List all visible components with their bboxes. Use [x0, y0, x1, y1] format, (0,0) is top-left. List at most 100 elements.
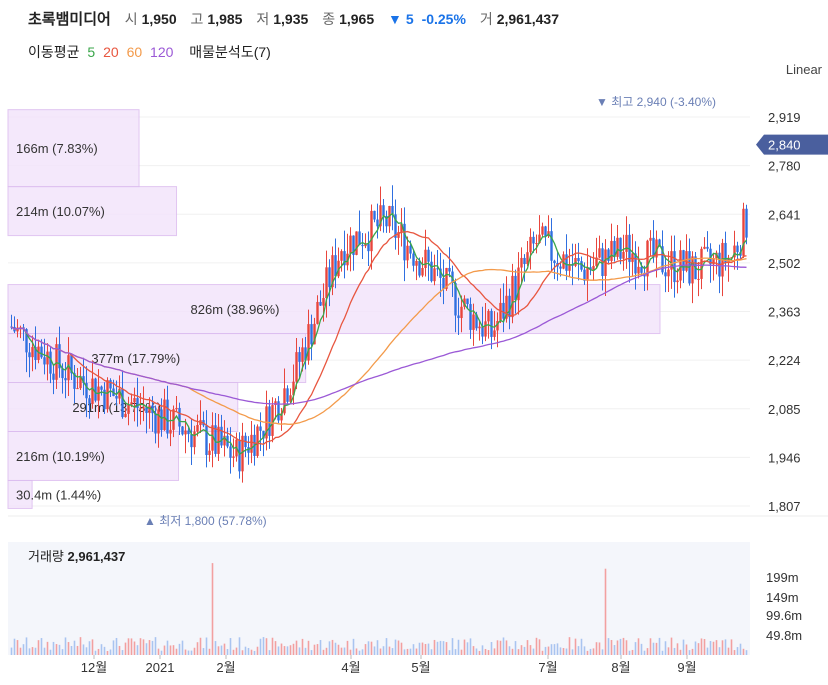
volume-bar	[64, 637, 67, 655]
volume-bar	[739, 643, 742, 655]
y-tick-label: 1,946	[768, 450, 801, 465]
candle-body	[736, 245, 739, 253]
candle-body	[310, 324, 313, 345]
volume-bar	[406, 648, 409, 655]
volume-bar	[625, 640, 628, 655]
volume-bar	[25, 637, 28, 655]
candle-body	[154, 413, 157, 434]
candle-body	[367, 243, 370, 252]
volume-bar	[232, 649, 235, 655]
candle-body	[82, 376, 85, 383]
x-tick-label: 4월	[341, 660, 360, 675]
candle-body	[520, 257, 523, 268]
volume-bar	[289, 645, 292, 655]
candle-body	[592, 265, 595, 270]
candle-body	[697, 278, 700, 280]
volume-bar	[745, 650, 748, 655]
volume-bar	[436, 641, 439, 655]
candle-body	[298, 352, 301, 362]
volume-bar	[328, 641, 331, 655]
volume-tick-label: 199m	[766, 570, 799, 585]
volume-bar	[727, 647, 730, 655]
candle-body	[217, 426, 220, 454]
ma-label[interactable]: 이동평균	[28, 44, 80, 60]
volume-bar	[451, 638, 454, 655]
candle-body	[655, 239, 658, 258]
volume-bar	[172, 645, 175, 655]
candle-body	[430, 261, 433, 282]
candle-body	[448, 267, 451, 272]
volume-bar	[559, 647, 562, 655]
volume-bar	[382, 646, 385, 655]
volume-bar	[316, 644, 319, 655]
volume-bar	[82, 644, 85, 655]
candle-body	[712, 258, 715, 265]
candle-body	[262, 430, 265, 439]
volume-bar	[466, 642, 469, 655]
volume-bar	[244, 646, 247, 655]
candle-body	[352, 235, 355, 255]
volume-bar	[649, 638, 652, 655]
volume-bar	[136, 645, 139, 655]
volume-bar	[670, 637, 673, 655]
candle-body	[334, 255, 337, 277]
volume-profile-bar	[7, 284, 661, 335]
volume-bar	[301, 638, 304, 655]
candle-body	[472, 314, 475, 330]
candle-body	[331, 255, 334, 288]
candle-body	[664, 272, 667, 277]
volume-bar	[295, 640, 298, 655]
candle-body	[181, 426, 184, 435]
candle-body	[391, 205, 394, 215]
ma-5[interactable]: 5	[87, 44, 96, 60]
candle-body	[484, 321, 487, 337]
volume-bar	[634, 642, 637, 655]
volume-bar	[514, 641, 517, 655]
volume-bar	[697, 643, 700, 655]
candle-body	[127, 404, 130, 414]
ma-20[interactable]: 20	[103, 44, 119, 60]
candle-body	[121, 388, 124, 418]
volume-bar	[643, 650, 646, 655]
low-annotation: ▲ 최저 1,800 (57.78%)	[144, 514, 267, 528]
candle-body	[493, 330, 496, 337]
candle-body	[46, 351, 49, 365]
candle-body	[277, 401, 280, 421]
scale-toggle[interactable]: Linear	[785, 62, 822, 77]
candle-body	[184, 430, 187, 435]
candle-body	[340, 251, 343, 261]
volume-bar	[268, 650, 271, 655]
volume-bar	[28, 648, 31, 655]
volume-bar	[475, 648, 478, 655]
candle-body	[133, 398, 136, 403]
high-value: 1,985	[207, 11, 243, 27]
candle-body	[73, 373, 76, 389]
candle-body	[517, 267, 520, 301]
ma-120[interactable]: 120	[150, 44, 174, 60]
volume-bar	[445, 642, 448, 655]
candle-body	[49, 351, 52, 374]
candle-body	[526, 252, 529, 265]
ma-60[interactable]: 60	[126, 44, 143, 60]
volume-bar	[712, 641, 715, 655]
candle-body	[406, 245, 409, 261]
volume-bar	[46, 641, 49, 655]
close-value: 1,965	[339, 11, 375, 27]
volume-bar	[454, 649, 457, 655]
volume-bar	[196, 642, 199, 655]
volume-profile-label[interactable]: 매물분석도(7)	[189, 44, 271, 60]
candle-body	[409, 245, 412, 254]
candle-body	[361, 244, 364, 247]
volume-bar	[175, 648, 178, 655]
candle-body	[271, 405, 274, 436]
volume-bar	[55, 644, 58, 655]
volume-bar	[694, 641, 697, 655]
candle-body	[313, 323, 316, 345]
candle-body	[268, 406, 271, 436]
candle-body	[58, 344, 61, 369]
volume-panel-bg	[8, 542, 750, 655]
volume-bar	[76, 645, 79, 655]
candle-body	[418, 260, 421, 276]
candle-body	[445, 267, 448, 289]
